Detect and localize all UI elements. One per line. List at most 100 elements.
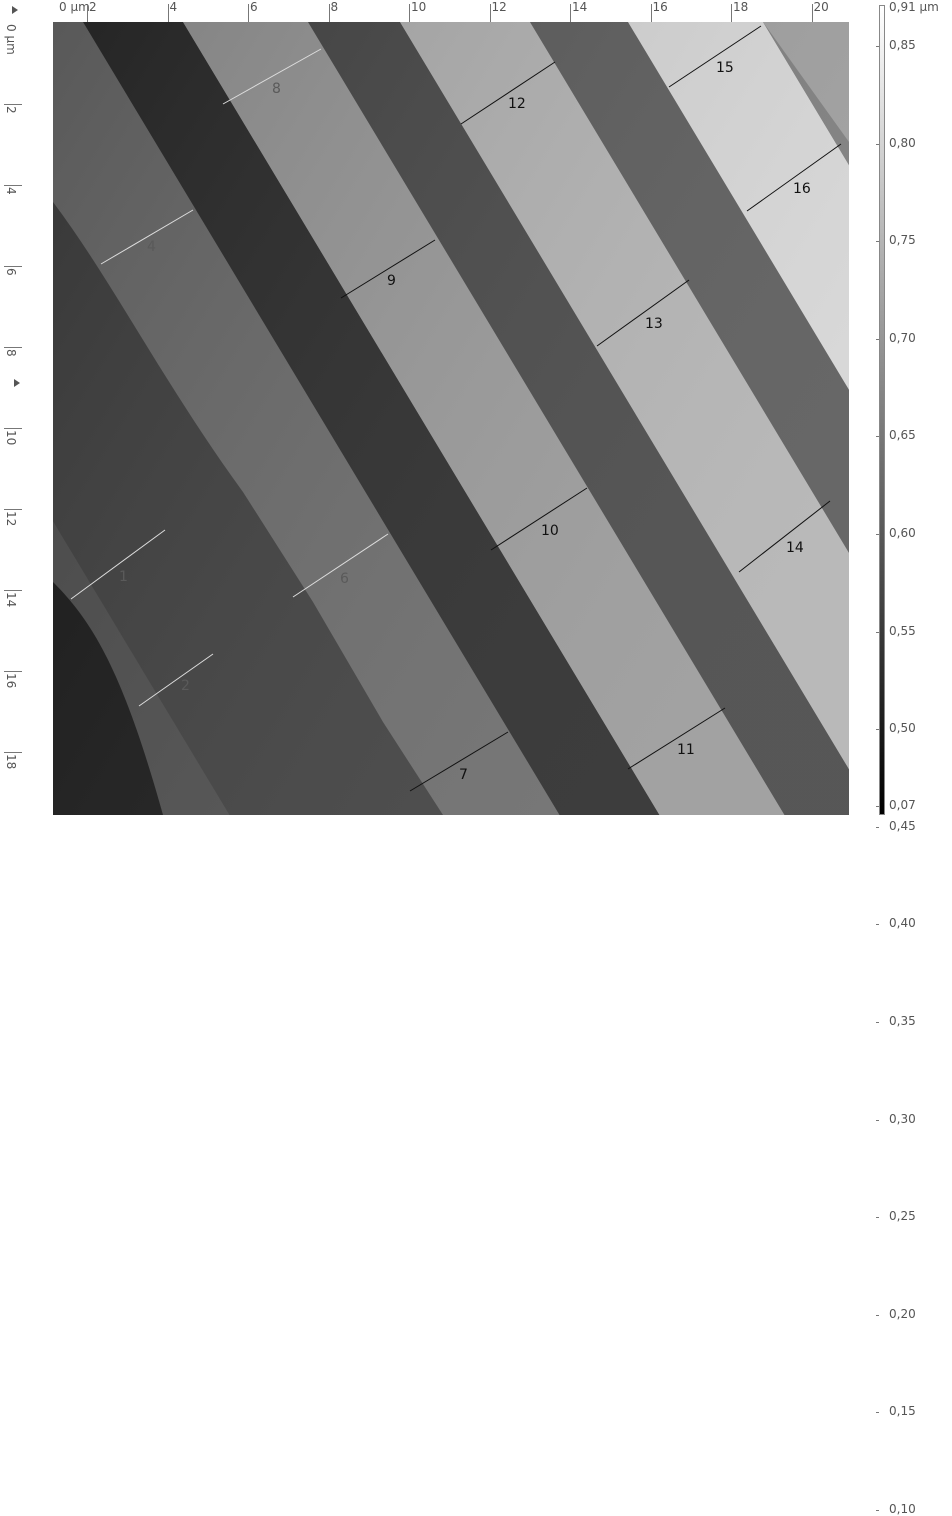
- color-scale-tick: [876, 534, 879, 535]
- x-tick-mark: [570, 4, 571, 22]
- profile-line-11[interactable]: [627, 707, 726, 770]
- y-tick-mark: [4, 185, 22, 186]
- profile-line-15[interactable]: [668, 25, 762, 88]
- x-tick-mark: [87, 4, 88, 22]
- x-tick-label: 6: [250, 0, 258, 14]
- y-tick-mark: [4, 509, 22, 510]
- x-tick-mark: [167, 4, 169, 22]
- color-scale-tick: [876, 46, 879, 47]
- profile-label-14: 14: [786, 540, 804, 556]
- afm-height-image[interactable]: 1 2 4 6 7 8 9 10 11 12 13 14 15 16: [53, 22, 849, 815]
- profile-labels: 1 2 4 6 7 8 9 10 11 12 13 14 15 16: [119, 60, 811, 783]
- profile-line-8[interactable]: [222, 48, 322, 105]
- profile-line-7[interactable]: [409, 731, 509, 792]
- profile-label-12: 12: [508, 96, 526, 112]
- color-scale-label: 0,85: [889, 38, 916, 52]
- y-ruler-arrow-icon: [14, 379, 20, 387]
- y-ruler: 0 µm 2 4 6 8 10 12 14 16 18: [0, 22, 53, 815]
- color-scale-label: 0,07: [889, 798, 916, 812]
- color-scale-tick: [876, 1412, 879, 1414]
- x-tick-mark: [731, 4, 732, 22]
- color-scale-tick: [876, 1119, 879, 1121]
- profile-line-4[interactable]: [100, 209, 194, 265]
- profile-label-16: 16: [793, 181, 811, 197]
- profile-label-15: 15: [716, 60, 734, 76]
- color-scale-tick: [876, 729, 879, 731]
- color-scale-tick: [876, 338, 879, 340]
- x-tick-mark: [811, 4, 813, 22]
- x-tick-label: 8: [330, 0, 339, 14]
- color-scale-tick: [876, 241, 879, 243]
- x-ruler: 0 µm 2 4 6 8 10 12 14 16 18 20: [53, 0, 849, 22]
- profile-label-8: 8: [272, 81, 281, 97]
- shading-layer: [53, 22, 849, 815]
- x-unit-label: 0 µm: [59, 0, 90, 14]
- profile-label-1: 1: [119, 569, 128, 585]
- color-scale-tick: [876, 806, 879, 807]
- color-scale-top-label: 0,91 µm: [889, 0, 939, 14]
- x-ruler-arrow-icon: [12, 6, 18, 14]
- x-tick-label: 4: [169, 0, 178, 14]
- y-unit-label: 0 µm: [4, 24, 18, 55]
- color-scale-tick: [876, 436, 879, 438]
- y-tick-mark: [4, 347, 22, 348]
- color-scale-label: 0,60: [889, 526, 916, 540]
- y-tick-label: 6: [4, 268, 18, 276]
- x-tick-mark: [650, 4, 652, 22]
- x-tick-mark: [409, 4, 410, 22]
- profile-label-2: 2: [181, 678, 190, 694]
- color-scale-tick: [876, 1022, 879, 1023]
- color-scale-tick: [876, 826, 879, 828]
- profile-label-6: 6: [340, 571, 349, 587]
- color-scale-tick: [876, 631, 879, 633]
- profile-label-4: 4: [147, 239, 156, 255]
- color-scale-label: 0,20: [889, 1306, 916, 1321]
- y-tick-label: 10: [4, 430, 18, 446]
- x-tick-label: 14: [572, 0, 588, 14]
- profile-line-9[interactable]: [340, 239, 436, 299]
- color-scale-label: 0,25: [889, 1209, 916, 1224]
- x-tick-label: 16: [652, 0, 668, 14]
- color-scale-tick: [876, 1314, 879, 1316]
- color-scale-tick: [876, 1510, 879, 1511]
- color-scale-label: 0,80: [889, 135, 916, 150]
- color-scale-tick: [876, 1217, 879, 1219]
- color-scale-label: 0,35: [889, 1014, 916, 1028]
- y-tick-label: 14: [4, 592, 18, 608]
- x-tick-label: 12: [491, 0, 507, 14]
- x-tick-label: 2: [89, 0, 97, 14]
- profile-line-1[interactable]: [70, 529, 166, 600]
- profile-line-10[interactable]: [490, 487, 588, 551]
- profile-label-9: 9: [387, 273, 396, 289]
- x-tick-label: 18: [733, 0, 749, 14]
- color-scale-label: 0,65: [889, 428, 916, 443]
- profile-label-13: 13: [645, 316, 663, 332]
- y-tick-mark: [4, 104, 22, 105]
- y-tick-label: 12: [4, 511, 18, 527]
- y-tick-mark: [4, 752, 22, 753]
- profile-line-16[interactable]: [746, 143, 842, 212]
- y-tick-label: 8: [4, 349, 18, 357]
- x-tick-label: 20: [813, 0, 829, 14]
- profile-line-2[interactable]: [138, 653, 214, 707]
- color-scale-bar: [879, 5, 885, 815]
- y-tick-mark: [4, 266, 22, 267]
- color-scale-label: 0,50: [889, 721, 916, 736]
- color-scale-label: 0,15: [889, 1404, 916, 1419]
- color-scale-label: 0,75: [889, 233, 916, 248]
- y-tick-label: 16: [4, 673, 18, 689]
- profile-line-6[interactable]: [292, 533, 389, 598]
- y-tick-mark: [4, 428, 22, 429]
- color-scale-label: 0,70: [889, 330, 916, 345]
- color-scale-tick: [876, 143, 879, 145]
- x-tick-mark: [489, 4, 491, 22]
- y-tick-label: 18: [4, 754, 18, 770]
- profile-label-10: 10: [541, 523, 559, 539]
- color-scale-label: 0,30: [889, 1111, 916, 1126]
- profile-line-14[interactable]: [738, 500, 831, 573]
- color-scale-label: 0,55: [889, 623, 916, 638]
- x-tick-label: 10: [411, 0, 427, 14]
- profile-line-13[interactable]: [596, 279, 690, 347]
- y-tick-label: 2: [4, 106, 18, 114]
- profile-line-12[interactable]: [460, 61, 556, 125]
